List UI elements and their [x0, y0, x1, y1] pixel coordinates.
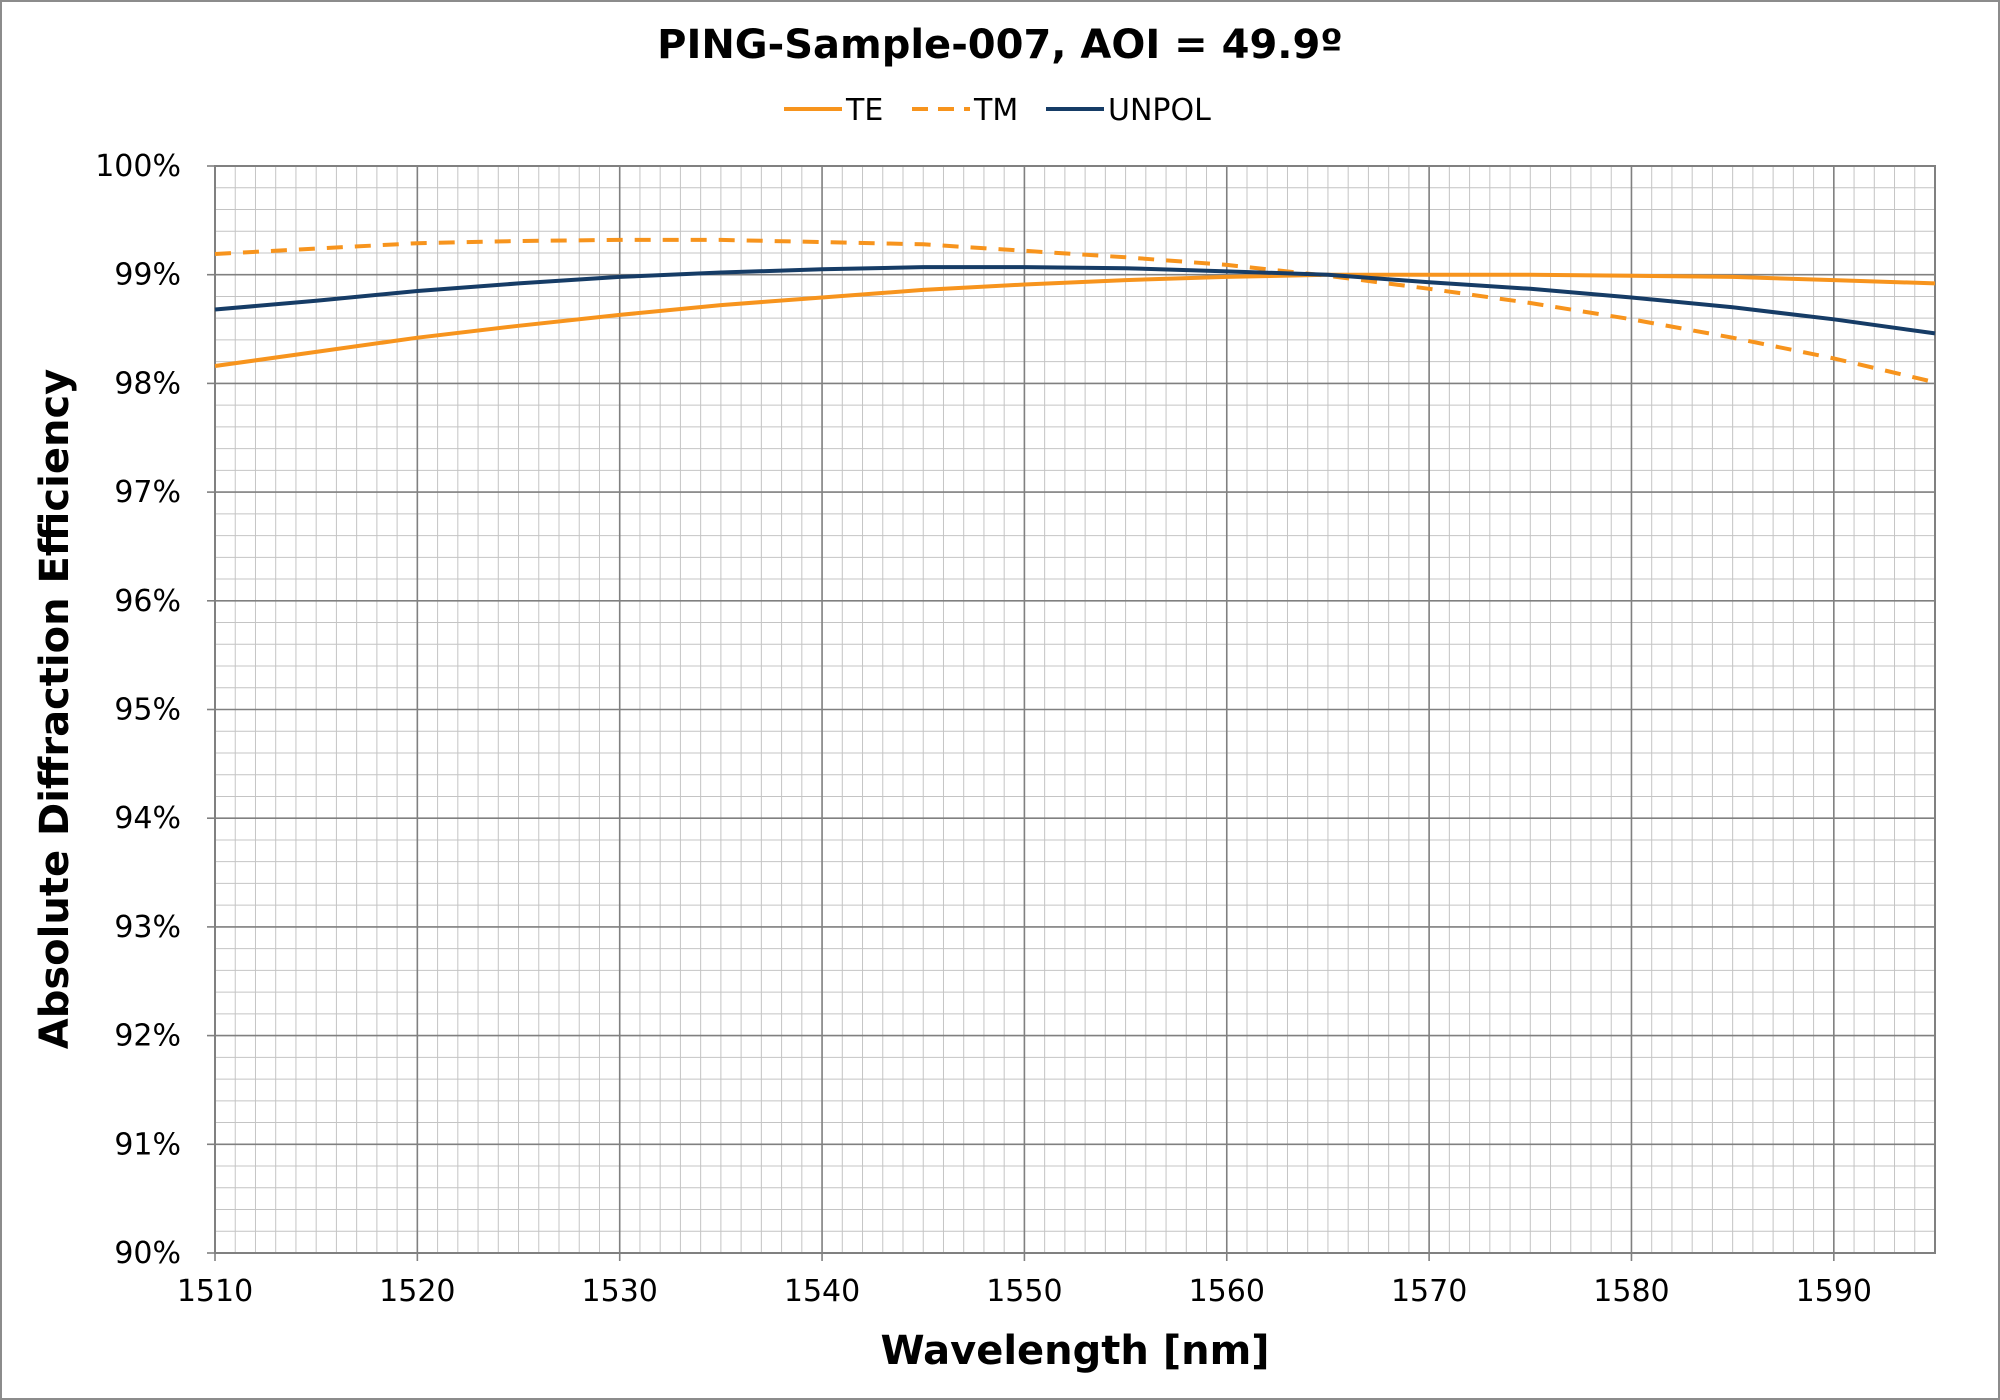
y-tick-label: 100% [95, 149, 181, 184]
y-tick-label: 92% [114, 1019, 181, 1054]
x-tick-label: 1580 [1593, 1274, 1669, 1309]
x-tick-label: 1530 [582, 1274, 658, 1309]
y-axis-title: Absolute Diffraction Efficiency [32, 369, 78, 1049]
x-tick-label: 1570 [1391, 1274, 1467, 1309]
series-line-te [214, 272, 1936, 368]
y-tick-label: 93% [114, 910, 181, 945]
x-axis-ticks: 1510 1520 1530 1540 1550 1560 1570 1580 1590 [177, 1253, 1872, 1309]
x-axis-title: Wavelength [nm] [880, 1328, 1269, 1374]
x-tick-label: 1560 [1189, 1274, 1265, 1309]
y-tick-label: 98% [114, 366, 181, 401]
y-tick-label: 97% [114, 475, 181, 510]
series-line-unpol [214, 265, 1936, 336]
x-tick-label: 1550 [986, 1274, 1062, 1309]
y-tick-label: 91% [114, 1127, 181, 1162]
series-line-tm [214, 237, 1936, 385]
legend-label-tm: TM [973, 93, 1018, 128]
y-tick-label: 94% [114, 801, 181, 836]
legend-label-unpol: UNPOL [1108, 93, 1211, 128]
x-tick-label: 1540 [784, 1274, 860, 1309]
y-tick-label: 95% [114, 693, 181, 728]
x-tick-label: 1520 [379, 1274, 455, 1309]
y-tick-label: 99% [114, 258, 181, 293]
y-tick-label: 96% [114, 584, 181, 619]
y-axis-ticks: 90% 91% 92% 93% 94% 95% 96% 97% 98% 99% 100% [95, 149, 215, 1271]
y-tick-label: 90% [114, 1236, 181, 1271]
x-tick-label: 1590 [1796, 1274, 1872, 1309]
x-tick-label: 1510 [177, 1274, 253, 1309]
legend-label-te: TE [845, 93, 883, 128]
legend: TE TM UNPOL [784, 93, 1211, 128]
chart-title: PING-Sample-007, AOI = 49.9º [657, 22, 1343, 68]
series-layer [214, 237, 1936, 385]
